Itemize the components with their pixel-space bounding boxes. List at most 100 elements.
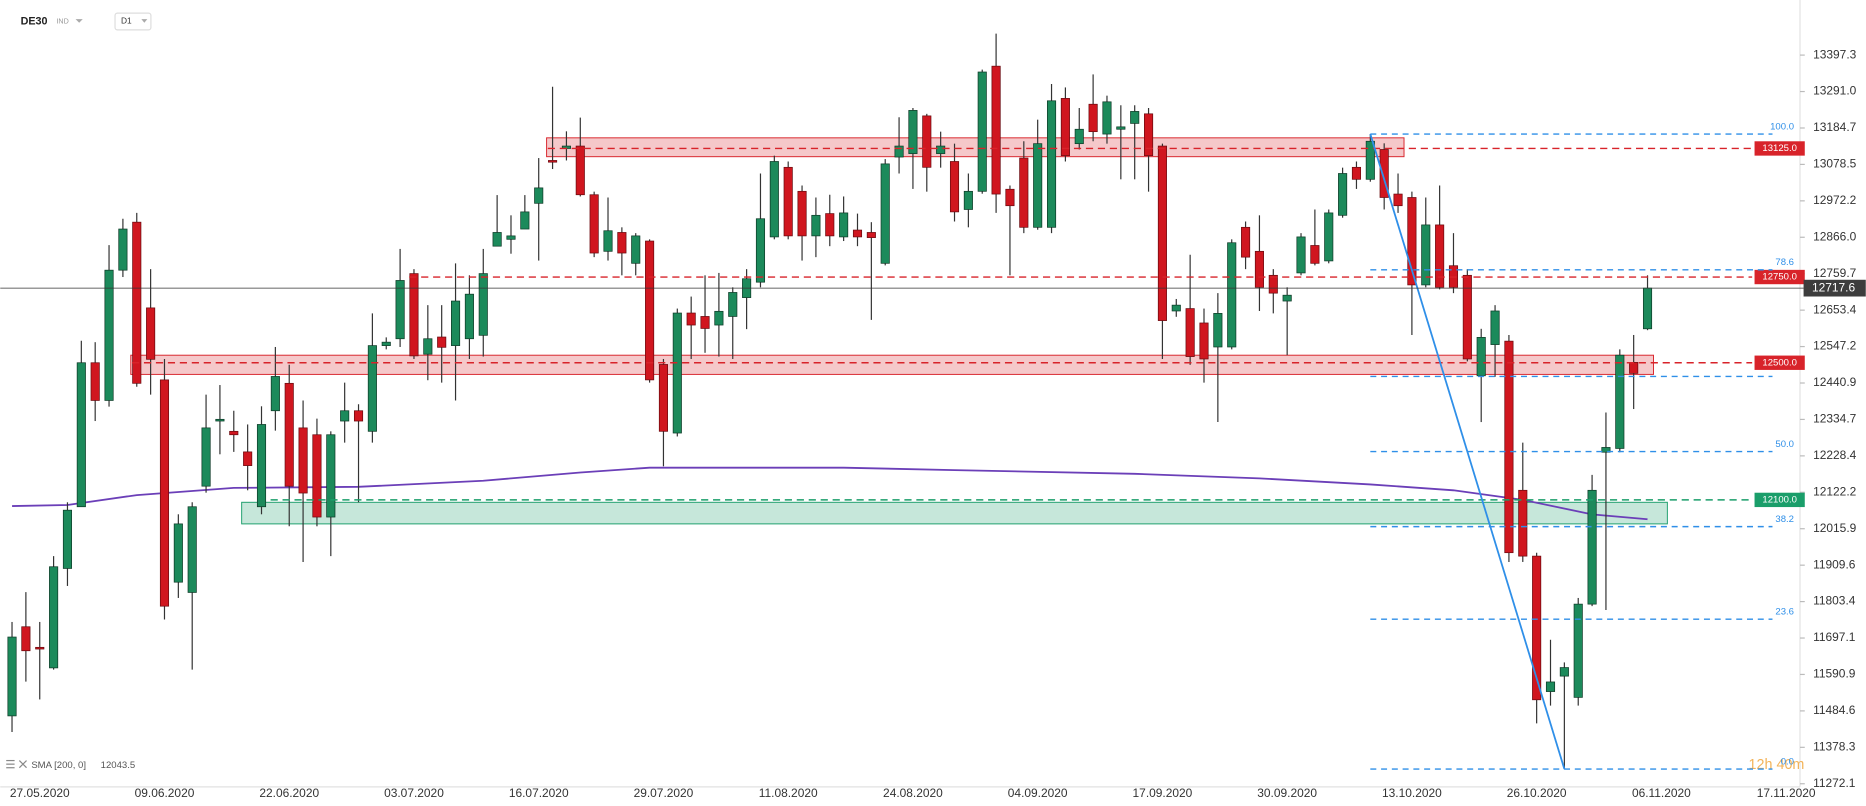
candle-body [589,194,599,254]
candle-body [159,379,170,607]
zone [241,501,1668,525]
y-tick-label: 12759.7 [1813,266,1857,280]
x-tick-label: 22.06.2020 [259,786,319,800]
fib-label: 38.2 [1775,514,1794,525]
candle-body [451,300,461,346]
timeframe-box[interactable] [114,12,152,31]
candle-body [714,310,724,326]
fib-label: 50.0 [1775,439,1794,450]
candle-body [35,646,45,650]
candle-body [1060,98,1070,157]
candle-body [1310,245,1320,264]
level-label: 13125.0 [1762,143,1797,154]
candle-body [797,190,807,237]
dropdown-arrow[interactable] [141,19,148,23]
candle-body [409,273,419,357]
x-tick-label: 24.08.2020 [883,786,943,800]
x-tick-label: 11.08.2020 [759,786,818,800]
candle-body [215,418,225,422]
x-tick-label: 04.09.2020 [1008,786,1068,800]
candle-body [270,376,280,412]
market: IND [56,17,68,25]
y-tick-label: 12122.2 [1813,484,1857,498]
y-tick-label: 11909.6 [1813,557,1856,571]
candle-body [104,269,114,401]
y-tick-label: 13184.7 [1813,120,1857,134]
symbol[interactable]: DE30 [21,15,48,27]
candle-body [284,382,294,487]
candle-body [936,145,946,154]
dropdown-arrow[interactable] [75,19,83,23]
candle-body [1227,242,1237,348]
candle-body [1490,310,1500,345]
y-tick-label: 11378.3 [1813,739,1856,753]
candle-body [1088,103,1098,133]
candle-body [340,410,350,422]
candle-body [256,424,267,508]
trend-line [1369,133,1566,770]
candle-body [492,232,502,247]
candle-body [478,273,488,336]
candle-body [62,509,73,569]
candle-body [963,190,973,210]
y-tick-label: 13291.0 [1813,84,1857,98]
level-label: 12500.0 [1762,357,1797,368]
candle-body [658,364,668,432]
candle-body [922,115,932,168]
y-tick-label: 12228.4 [1813,448,1857,462]
candle-body [132,221,142,384]
indicator-icons[interactable] [6,759,27,769]
candle-body [1476,337,1486,377]
x-tick-label: 26.10.2020 [1507,786,1567,800]
candle-body [1351,166,1362,180]
y-tick-label: 12972.2 [1813,193,1857,207]
level-label: 12750.0 [1762,272,1797,283]
sma-legend: SMA [200, 0] [31,760,86,771]
candle-body [1033,143,1043,228]
candle-body [700,316,710,329]
candle-body [173,523,183,583]
level-tag [1754,269,1805,285]
candle-body [21,626,31,652]
candle-body [825,213,835,237]
sma-line [12,466,1648,521]
fib-label: 100.0 [1770,121,1794,132]
candle-body [1241,226,1251,258]
candle-body [1296,236,1306,274]
candle-body [1074,128,1084,145]
candle-body [1435,224,1445,288]
timeframe[interactable]: D1 [121,16,132,26]
y-tick-label: 11803.4 [1813,594,1856,608]
candle-body [1171,304,1181,312]
candle-body [298,427,308,494]
candle-body [1587,489,1597,605]
candle-body [1199,322,1209,360]
candle-body [852,229,863,238]
countdown: 12h 40m [1749,757,1805,773]
candle-body [783,166,793,237]
candle-body [894,145,904,158]
candle-body [353,410,364,422]
candle-body [1157,145,1167,321]
close-icon[interactable] [18,760,27,769]
level-tag [1754,141,1805,156]
current-price-label: 12717.6 [1812,280,1856,294]
candle-body [1407,197,1417,286]
candle-body [423,338,433,355]
x-tick-label: 27.05.2020 [10,786,70,800]
candle-body [631,235,641,264]
level-tag [1754,355,1805,370]
candle-body [1559,667,1569,677]
candle-body [645,240,655,381]
candle-body [1629,362,1639,374]
y-tick-label: 12015.9 [1813,521,1857,535]
candle-body [1393,193,1403,207]
candle-body [1462,274,1472,360]
x-tick-label: 16.07.2020 [509,786,569,800]
candle-body [146,307,156,360]
candle-body [1130,111,1140,124]
candle-body [686,312,696,326]
candle-body [1116,126,1126,130]
